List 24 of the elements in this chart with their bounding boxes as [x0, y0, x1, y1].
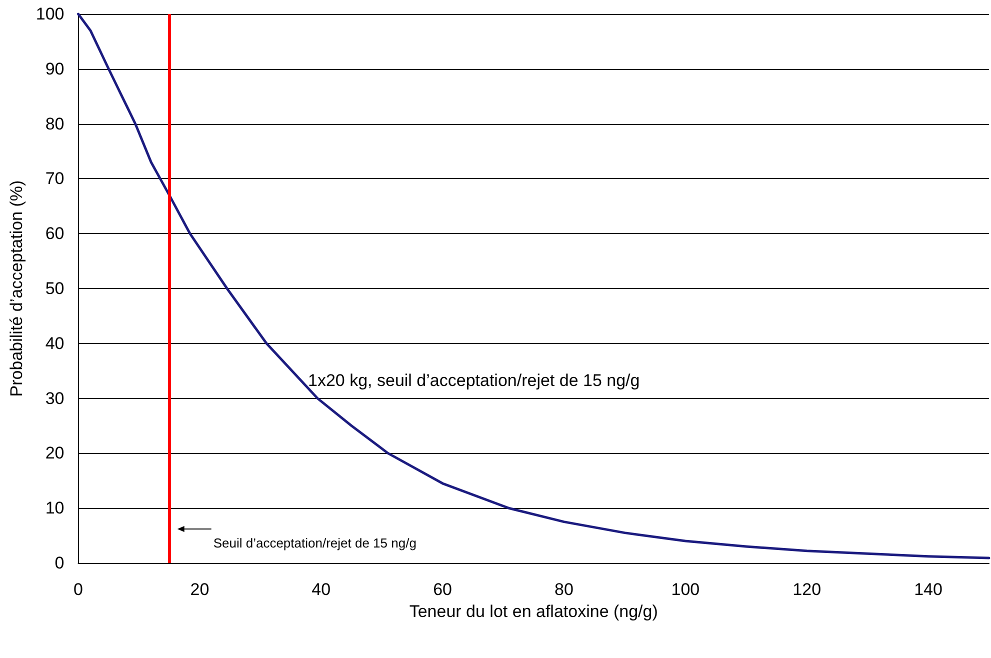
line-series: [77, 12, 990, 560]
y-tick-label: 0: [54, 554, 64, 572]
y-tick-label: 20: [45, 444, 64, 463]
x-tick-label: 100: [671, 580, 700, 599]
x-tick-label: 40: [312, 580, 331, 599]
y-tick-label: 90: [45, 59, 64, 78]
y-tick-label: 100: [36, 4, 64, 24]
x-axis-title: Teneur du lot en aflatoxine (ng/g): [409, 602, 658, 621]
y-tick-label: 60: [45, 224, 64, 244]
annotation: 1x20 kg, seuil d’acceptation/rejet de 15 ng/g: [308, 371, 640, 390]
y-tick-label: 50: [45, 279, 64, 298]
y-axis-title: Probabilité d’acceptation (%): [7, 180, 26, 397]
y-tick-label: 40: [45, 334, 64, 353]
y-tick-label: 70: [45, 169, 64, 188]
x-tick-label: 20: [190, 580, 210, 599]
x-tick-label: 140: [914, 580, 942, 599]
x-tick-label: 0: [74, 580, 83, 599]
ref-line-label: Seuil d’acceptation/rejet de 15 ng/g: [213, 536, 416, 551]
y-tick-label: 80: [45, 114, 64, 134]
y-tick-label: 30: [45, 388, 64, 408]
x-tick-label: 60: [433, 580, 452, 599]
x-tick-label: 120: [792, 580, 822, 599]
x-tick-label: 80: [554, 580, 574, 599]
y-tick-label: 10: [45, 498, 64, 518]
